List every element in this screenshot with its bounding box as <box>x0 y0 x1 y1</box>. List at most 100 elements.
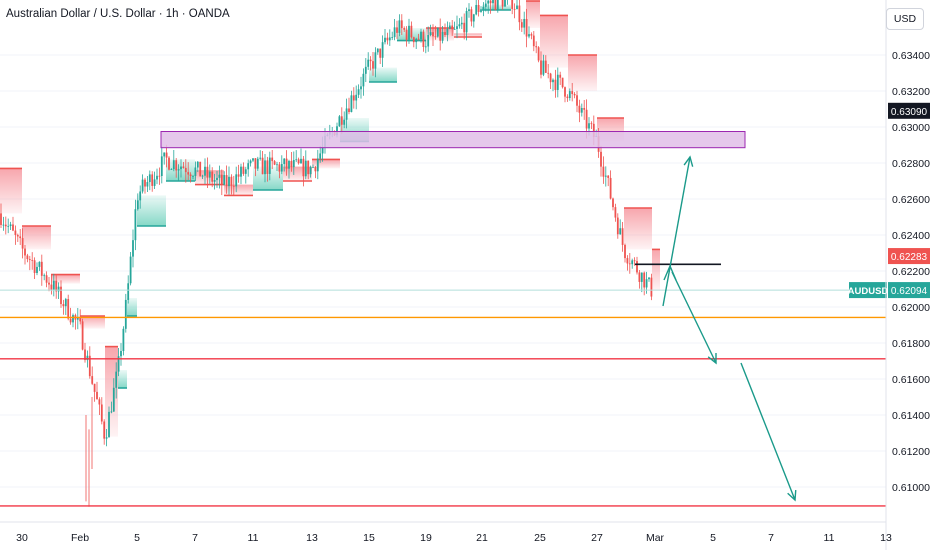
candle-body <box>62 304 65 307</box>
candle-body <box>237 174 240 177</box>
candle-body <box>345 108 348 120</box>
x-tick-label: 11 <box>248 532 259 544</box>
candle-body <box>134 209 137 241</box>
resistance-zone[interactable] <box>160 131 746 149</box>
candle-body <box>261 157 264 175</box>
x-tick-label: 5 <box>710 532 716 544</box>
trend-band <box>0 0 660 437</box>
candle-body <box>528 34 530 37</box>
candle-body <box>266 160 269 174</box>
candle-body <box>64 299 67 307</box>
candle-body <box>525 18 528 37</box>
candle-body <box>40 261 43 276</box>
candle-body <box>50 284 53 290</box>
candle-body <box>187 172 190 175</box>
projection-arrows[interactable] <box>662 155 797 502</box>
candle-body <box>585 109 588 129</box>
candle-body <box>420 31 422 40</box>
x-tick-label: 7 <box>768 532 774 544</box>
trend-band-segment <box>22 226 51 250</box>
candle-body <box>578 105 581 113</box>
projection-arrow-line[interactable] <box>740 362 796 501</box>
candle-body <box>201 175 204 177</box>
candle-body <box>151 174 154 186</box>
trend-band-segment <box>118 370 127 388</box>
candle-body <box>364 66 367 74</box>
candle-body <box>55 280 58 292</box>
candle-body <box>16 234 19 237</box>
candle-body <box>307 160 310 175</box>
y-tick-label: 0.62600 <box>892 194 930 206</box>
candle-body <box>254 158 257 169</box>
candle-body <box>124 299 127 329</box>
candle-body <box>2 224 5 226</box>
candle-body <box>348 108 350 113</box>
candle-body <box>271 157 274 162</box>
candle-body <box>624 244 626 259</box>
horizontal-levels[interactable] <box>0 316 886 507</box>
candle-body <box>76 317 79 320</box>
candle-body <box>487 0 490 4</box>
candle-body <box>501 0 504 7</box>
candle-body <box>626 258 629 264</box>
candle-body <box>549 73 552 83</box>
candle-body <box>206 166 209 178</box>
candle-body <box>57 286 60 292</box>
candle-body <box>122 328 125 351</box>
candle-body <box>297 159 300 164</box>
currency-button[interactable]: USD <box>886 8 924 30</box>
candle-body <box>475 5 478 15</box>
candle-body <box>129 256 132 284</box>
x-tick-label: 21 <box>476 532 488 544</box>
candle-body <box>228 176 230 187</box>
candle-body <box>21 238 24 249</box>
candle-body <box>532 35 535 47</box>
candle-body <box>290 160 293 168</box>
x-tick-label: Mar <box>646 532 665 544</box>
candle-body <box>182 166 185 168</box>
projection-arrow-line[interactable] <box>662 156 691 307</box>
candle-body <box>376 48 379 53</box>
candle-body <box>81 321 84 350</box>
candle-body <box>583 107 586 110</box>
candle-body <box>362 73 365 87</box>
candle-body <box>612 198 614 208</box>
candle-body <box>208 171 211 178</box>
candle-body <box>468 9 470 12</box>
candle-body <box>456 26 458 29</box>
projection-arrow-line[interactable] <box>671 271 717 364</box>
candle-body <box>72 315 74 323</box>
candle-body <box>556 74 559 90</box>
candle-body <box>494 0 497 11</box>
candle-body <box>26 255 29 260</box>
candle-body <box>9 224 12 226</box>
candle-body <box>292 160 295 168</box>
candle-body <box>580 107 583 113</box>
candle-body <box>448 25 451 29</box>
y-tick-label: 0.63000 <box>892 122 930 134</box>
candle-body <box>422 31 425 47</box>
price-label-box <box>888 102 930 119</box>
y-tick-label: 0.61600 <box>892 374 930 386</box>
candle-body <box>177 169 180 171</box>
candle-body <box>408 25 410 40</box>
candle-body <box>379 48 382 58</box>
candle-body <box>523 18 526 28</box>
candle-body <box>45 275 48 283</box>
candle-body <box>511 0 514 9</box>
x-tick-label: 30 <box>16 532 28 544</box>
candle-body <box>276 164 278 166</box>
candle-body <box>386 37 389 41</box>
candle-body <box>309 167 312 175</box>
candle-body <box>295 159 298 161</box>
candle-body <box>232 185 235 187</box>
chart-title: Australian Dollar / U.S. Dollar · 1h · O… <box>6 8 230 20</box>
candle-body <box>484 3 487 7</box>
candle-body <box>172 160 175 170</box>
candle-body <box>398 20 401 33</box>
x-tick-label: 11 <box>824 532 835 544</box>
y-tick-label: 0.61800 <box>892 338 930 350</box>
candle-body <box>372 61 374 69</box>
trend-band-segment <box>568 55 597 91</box>
